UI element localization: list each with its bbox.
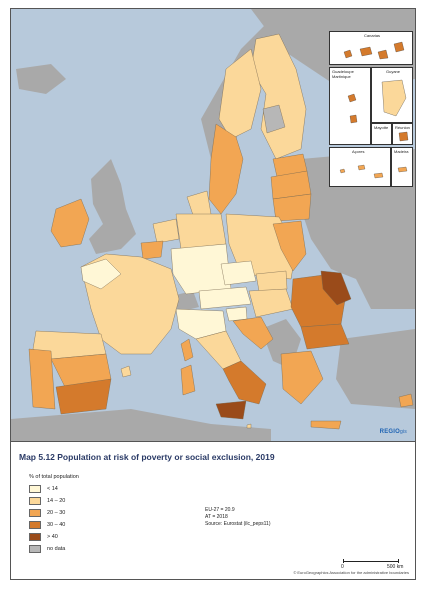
inset-reunion-map <box>398 131 409 142</box>
logo-main-text: REGIO <box>379 429 400 435</box>
legend-item: > 40 <box>29 532 58 541</box>
region-greece-crete <box>310 420 342 430</box>
region-italy-south <box>222 360 267 405</box>
inset-label-madeira: Madeira <box>394 149 409 154</box>
legend-item: < 14 <box>29 484 58 493</box>
region-cyprus <box>398 393 414 408</box>
region-romania-northeast <box>320 270 352 306</box>
regiogis-logo: REGIOgis <box>380 429 407 435</box>
legend-item: 30 – 40 <box>29 520 65 529</box>
scale-tick-start <box>343 559 344 563</box>
region-corsica <box>180 338 194 362</box>
inset-acores-map <box>339 164 384 179</box>
legend-swatch <box>29 484 41 493</box>
region-czechia <box>220 260 257 286</box>
region-poland-east <box>272 220 307 272</box>
region-sicily <box>215 400 247 420</box>
region-netherlands <box>152 218 180 244</box>
legend-swatch <box>29 496 41 505</box>
inset-madeira-map <box>397 166 408 173</box>
legend-label: < 14 <box>47 485 58 492</box>
inset-label-guadeloupe-martinique: Guadeloupe Martinique <box>332 69 354 79</box>
scale-label-start: 0 <box>341 564 344 570</box>
inset-label-mayotte: Mayotte <box>374 125 389 130</box>
logo-sub-text: gis <box>400 429 407 435</box>
inset-guadeloupe-martinique: Guadeloupe Martinique <box>329 67 371 145</box>
legend-swatch <box>29 544 41 553</box>
region-portugal <box>28 348 56 410</box>
panel-divider <box>11 441 415 442</box>
legend-swatch <box>29 520 41 529</box>
inset-guyane: Guyane <box>371 67 413 123</box>
inset-madeira: Madeira <box>391 147 413 187</box>
non-eu-land-uk <box>89 159 136 254</box>
scale-label-end: 500 km <box>387 564 404 570</box>
inset-guadeloupe-map <box>347 93 358 124</box>
legend-item: 20 – 30 <box>29 508 65 517</box>
legend-label: 30 – 40 <box>47 521 66 528</box>
region-croatia <box>232 316 274 350</box>
region-belgium <box>140 240 164 260</box>
region-slovakia <box>255 270 288 292</box>
region-balearics <box>120 365 132 378</box>
non-eu-land-africa <box>11 409 271 441</box>
copyright-notice: © EuroGeographics Association for the ad… <box>293 570 409 575</box>
note-eu-average: EU-27 = 20.9 <box>205 507 235 513</box>
inset-canarias: Canarias <box>329 31 413 65</box>
region-ireland <box>50 198 90 248</box>
legend-title: % of total population <box>29 474 79 480</box>
inset-guyane-map <box>381 79 407 117</box>
scale-tick-end <box>398 559 399 563</box>
map-area[interactable]: Canarias Guadeloupe Martinique Guyane <box>11 9 415 441</box>
legend-label: > 40 <box>47 533 58 540</box>
non-eu-land-turkey <box>336 329 415 409</box>
region-sweden-south <box>208 123 244 215</box>
inset-label-acores: Açores <box>352 149 365 154</box>
legend-label: no data <box>47 545 66 552</box>
region-sweden-north <box>218 48 262 140</box>
region-sardinia <box>180 364 196 396</box>
region-finland-aland <box>262 104 286 134</box>
note-austria-year: AT = 2018 <box>205 514 228 520</box>
legend-label: 14 – 20 <box>47 497 66 504</box>
region-lithuania <box>272 193 312 222</box>
map-frame: Canarias Guadeloupe Martinique Guyane <box>10 8 416 580</box>
legend-swatch <box>29 508 41 517</box>
map-notes: EU-27 = 20.9 AT = 2018 Source: Eurostat … <box>205 507 271 528</box>
region-malta <box>246 423 252 429</box>
inset-mayotte: Mayotte <box>371 123 392 145</box>
legend-item: 14 – 20 <box>29 496 65 505</box>
map-caption: Map 5.12 Population at risk of poverty o… <box>19 452 275 462</box>
region-greece <box>280 350 324 405</box>
legend-swatch <box>29 532 41 541</box>
scale-line <box>343 561 399 562</box>
inset-panel: Canarias Guadeloupe Martinique Guyane <box>329 31 413 187</box>
inset-label-reunion: Réunion <box>395 125 410 130</box>
region-bulgaria <box>300 323 350 350</box>
scale-bar: 0 500 km <box>341 557 405 571</box>
non-eu-land-east <box>301 149 415 309</box>
inset-reunion: Réunion <box>392 123 413 145</box>
inset-label-guyane: Guyane <box>386 69 401 74</box>
inset-acores: Açores <box>329 147 391 187</box>
region-france-northwest <box>80 258 122 290</box>
legend-label: 20 – 30 <box>47 509 66 516</box>
inset-canarias-map <box>343 41 405 60</box>
inset-label-canarias: Canarias <box>364 33 381 38</box>
note-source: Source: Eurostat (ilc_peps11) <box>205 521 271 527</box>
region-austria <box>198 286 252 310</box>
non-eu-land-iceland <box>16 64 66 94</box>
legend-item: no data <box>29 544 65 553</box>
region-spain-south <box>55 378 112 415</box>
region-slovenia <box>225 306 248 322</box>
region-germany-north <box>175 213 227 250</box>
